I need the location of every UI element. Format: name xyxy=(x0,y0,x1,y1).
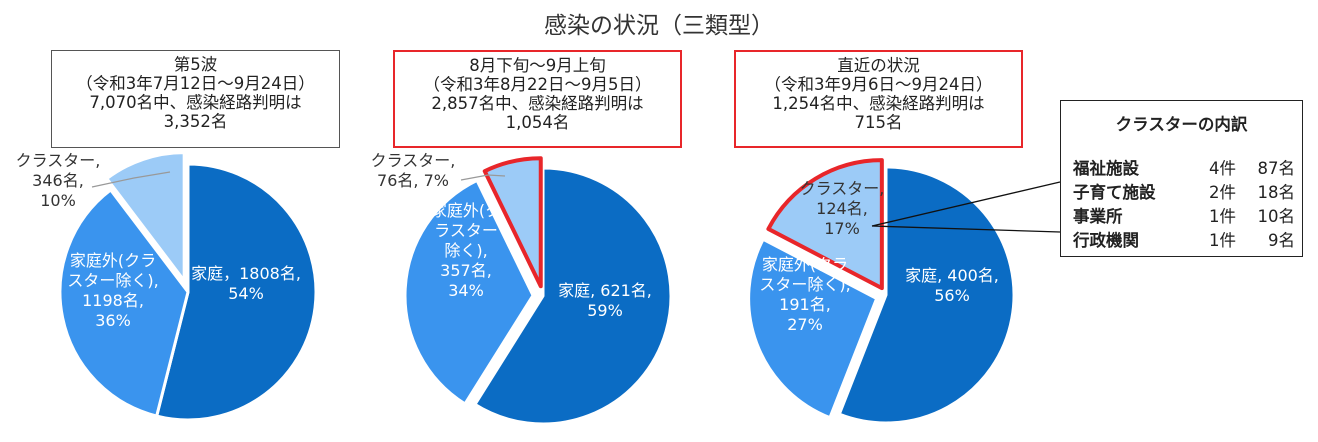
cluster-category: 事業所 xyxy=(1073,207,1123,226)
slice-label: 家庭外(ク xyxy=(431,201,501,220)
slice-label: 家庭外(クラ xyxy=(762,255,848,274)
slice-label: 除く), xyxy=(444,241,487,260)
slice-label: 54% xyxy=(228,284,264,303)
slice-cluster xyxy=(482,156,543,289)
callout-line xyxy=(871,225,1061,233)
cluster-row: 行政機関 1件 9名 xyxy=(1073,227,1295,250)
slice-label: 家庭，1808名, xyxy=(191,264,301,283)
slice-label: 56% xyxy=(934,286,970,305)
slice-kateigai xyxy=(403,178,535,406)
cluster-people: 18名 xyxy=(1257,183,1296,202)
panel-header-line: 8月下旬～9月上旬 xyxy=(469,56,606,75)
panel-header-line: 7,070名中、感染経路判明は xyxy=(89,93,302,112)
callout-line xyxy=(871,181,1061,227)
panel-header-line: 直近の状況 xyxy=(837,56,920,75)
slice-cluster xyxy=(766,158,884,291)
slice-label: 17% xyxy=(824,219,860,238)
slice-kateigai xyxy=(58,188,190,418)
slice-katei xyxy=(837,165,1016,425)
slice-label: 346名, xyxy=(32,171,84,190)
cluster-cases: 1件 xyxy=(1209,231,1236,250)
slice-label: 家庭, 621名, xyxy=(558,281,652,300)
slice-katei xyxy=(473,166,673,426)
slice-katei xyxy=(155,162,318,422)
slice-label: クラスター, xyxy=(800,179,885,198)
slice-label: 59% xyxy=(587,301,623,320)
slice-kateigai xyxy=(747,237,879,420)
panel-header-line: 第5波 xyxy=(173,55,218,74)
panel-header-line: （令和3年8月22日～9月5日） xyxy=(423,75,652,94)
slice-label: 34% xyxy=(448,281,484,300)
panel-header-line: 715名 xyxy=(854,113,903,132)
cluster-breakdown-title: クラスターの内訳 xyxy=(1115,115,1248,134)
slice-label: 36% xyxy=(95,311,131,330)
cluster-category: 行政機関 xyxy=(1073,231,1139,250)
pie-chart: 家庭, 400名,56%家庭外(クラスター除く),191名,27%クラスター,1… xyxy=(747,158,1016,425)
panel-header-line: 1,054名 xyxy=(505,113,570,132)
slice-label: クラスター, xyxy=(16,151,101,170)
leader-line xyxy=(91,171,171,188)
slice-cluster xyxy=(105,151,186,283)
leader-line xyxy=(460,174,506,181)
cluster-people: 87名 xyxy=(1257,159,1296,178)
cluster-row: 子育て施設 2件 18名 xyxy=(1073,179,1296,202)
cluster-cases: 1件 xyxy=(1209,207,1236,226)
slice-label: 27% xyxy=(787,315,823,334)
cluster-cases: 2件 xyxy=(1209,183,1236,202)
slice-label: 家庭外(クラ xyxy=(70,251,156,270)
slice-label: 1198名, xyxy=(82,291,144,310)
slice-label: スター除く), xyxy=(67,271,158,290)
slice-label: 家庭, 400名, xyxy=(905,266,999,285)
panel-header-recent: 直近の状況 （令和3年9月6日～9月24日） 1,254名中、感染経路判明は 7… xyxy=(734,50,1023,148)
cluster-people: 10名 xyxy=(1257,207,1296,226)
slice-label: 10% xyxy=(40,191,76,210)
panel-header-late-aug: 8月下旬～9月上旬 （令和3年8月22日～9月5日） 2,857名中、感染経路判… xyxy=(393,50,682,148)
cluster-breakdown-box: クラスターの内訳 福祉施設 4件 87名 子育て施設 2件 18名 事業所 1件… xyxy=(1060,100,1303,257)
cluster-people: 9名 xyxy=(1268,231,1295,250)
cluster-cases: 4件 xyxy=(1209,159,1236,178)
cluster-category: 子育て施設 xyxy=(1073,183,1156,202)
panel-header-line: （令和3年9月6日～9月24日） xyxy=(764,75,993,94)
slice-label: スター除く), xyxy=(759,275,850,294)
cluster-category: 福祉施設 xyxy=(1073,159,1139,178)
panel-header-line: 2,857名中、感染経路判明は xyxy=(431,94,644,113)
cluster-row: 事業所 1件 10名 xyxy=(1073,203,1296,226)
slice-label: クラスター, xyxy=(371,151,456,170)
panel-header-line: 1,254名中、感染経路判明は xyxy=(772,94,985,113)
panel-header-line: （令和3年7月12日～9月24日） xyxy=(76,74,315,93)
slice-label: 124名, xyxy=(816,199,868,218)
slice-label: ラスター xyxy=(434,221,498,240)
slice-label: 191名, xyxy=(779,295,831,314)
panel-header-wave5: 第5波 （令和3年7月12日～9月24日） 7,070名中、感染経路判明は 3,… xyxy=(51,50,340,148)
slice-label: 76名, 7% xyxy=(377,171,449,190)
cluster-row: 福祉施設 4件 87名 xyxy=(1073,155,1296,178)
page-title: 感染の状況（三類型） xyxy=(544,13,774,39)
panel-header-line: 3,352名 xyxy=(163,112,228,131)
slice-label: 357名, xyxy=(440,261,492,280)
